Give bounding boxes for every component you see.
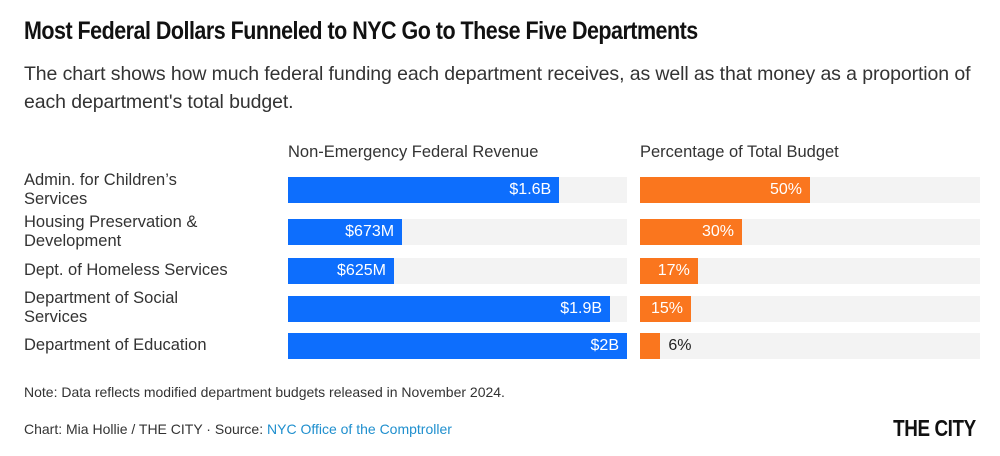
percentage-value-label: 6% [668, 337, 692, 354]
chart-subtitle: The chart shows how much federal funding… [24, 63, 971, 113]
revenue-bar-track: $625M [288, 258, 627, 284]
revenue-bar [288, 177, 560, 203]
percentage-bar-track: 50% [640, 177, 980, 203]
category-label: Dept. of Homeless Services [24, 261, 228, 279]
percentage-value-label: 30% [701, 223, 734, 240]
percentage-bar [640, 219, 742, 245]
percentage-bar [640, 333, 661, 359]
chart-credit: Chart: Mia Hollie / THE CITY · Source: N… [24, 421, 452, 437]
percentage-value-label: 15% [650, 300, 683, 317]
revenue-value-label: $1.6B [509, 181, 552, 198]
category-label: Housing Preservation & Development [24, 213, 198, 250]
chart-title: Most Federal Dollars Funneled to NYC Go … [24, 17, 698, 45]
revenue-bar [288, 296, 611, 322]
percentage-bar-track: 17% [640, 258, 980, 284]
revenue-value-label: $2B [590, 337, 619, 354]
percentage-bar-track: 6% [640, 333, 980, 359]
revenue-value-label: $673M [345, 223, 395, 240]
revenue-value-label: $1.9B [560, 300, 603, 317]
the-city-logo: THE CITY [893, 415, 976, 441]
revenue-value-label: $625M [337, 262, 386, 279]
category-label: Admin. for Children’s Services [24, 171, 177, 208]
chart-note: Note: Data reflects modified department … [24, 384, 505, 400]
revenue-bar-track: $2B [288, 333, 627, 359]
percentage-value-label: 50% [769, 181, 802, 198]
percentage-bar-track: 15% [640, 296, 980, 322]
percentage-bar [640, 296, 691, 322]
revenue-bar-track: $1.6B [288, 177, 627, 203]
percentage-value-label: 17% [657, 262, 690, 279]
revenue-bar [288, 258, 394, 284]
credit-text: Chart: Mia Hollie / THE CITY · Source: [24, 421, 267, 437]
revenue-bar [288, 333, 627, 359]
source-link[interactable]: NYC Office of the Comptroller [267, 421, 452, 437]
revenue-bar [288, 219, 403, 245]
column-header-percentage: Percentage of Total Budget [640, 143, 839, 161]
percentage-bar-track: 30% [640, 219, 980, 245]
revenue-bar-track: $673M [288, 219, 627, 245]
revenue-bar-track: $1.9B [288, 296, 627, 322]
percentage-bar [640, 177, 810, 203]
category-label: Department of Social Services [24, 289, 179, 326]
percentage-bar [640, 258, 698, 284]
column-header-revenue: Non-Emergency Federal Revenue [288, 143, 539, 161]
category-label: Department of Education [24, 336, 207, 354]
